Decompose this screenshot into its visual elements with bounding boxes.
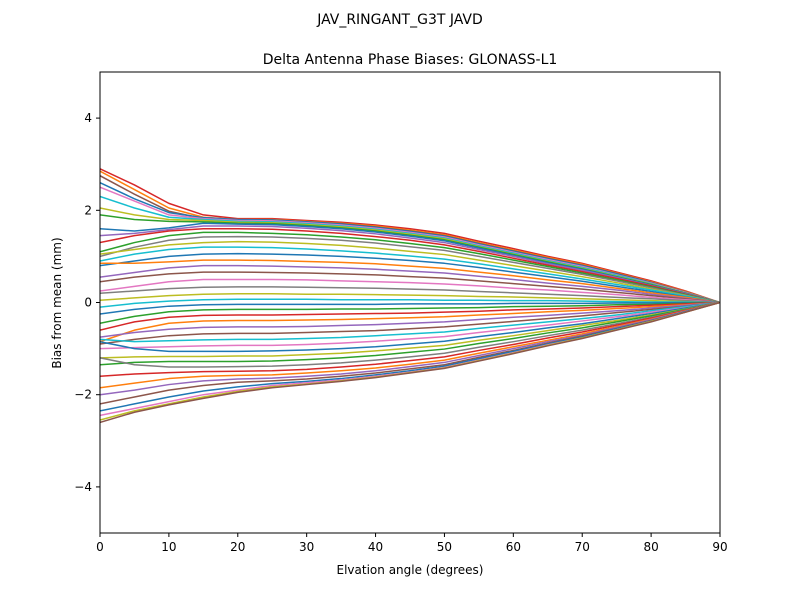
x-tick-label: 50 [437, 540, 452, 554]
series-line-18 [100, 264, 720, 304]
y-tick-label: −4 [74, 480, 92, 494]
series-line-40 [100, 301, 720, 412]
x-tick-label: 20 [230, 540, 245, 554]
series-line-32 [100, 301, 720, 353]
series-line-22 [100, 292, 720, 304]
series-line-27 [100, 301, 720, 343]
series-line-34 [100, 301, 720, 366]
y-axis: −4 −2 0 2 4 [74, 111, 100, 494]
x-tick-label: 90 [712, 540, 727, 554]
series-line-25 [100, 301, 720, 324]
series-line-6 [100, 195, 720, 304]
series-line-1 [100, 168, 720, 304]
series-line-33 [100, 301, 720, 359]
series-line-13 [100, 235, 720, 304]
series-line-28 [100, 301, 720, 338]
y-tick-label: −2 [74, 388, 92, 402]
series-line-15 [100, 246, 720, 304]
series-line-14 [100, 240, 720, 304]
series-line-38 [100, 301, 720, 396]
series-line-16 [100, 252, 720, 304]
series-line-12 [100, 231, 720, 304]
figure-suptitle: JAV_RINGANT_G3T JAVD [316, 12, 483, 28]
x-tick-label: 10 [161, 540, 176, 554]
series-line-4 [100, 181, 720, 304]
series-line-19 [100, 271, 720, 304]
series-line-29 [100, 301, 720, 345]
x-tick-label: 40 [368, 540, 383, 554]
y-tick-label: 4 [84, 111, 92, 125]
x-axis: 0 10 20 30 40 50 60 70 80 90 [96, 533, 728, 554]
y-axis-label: Bias from mean (mm) [50, 237, 64, 368]
series-line-35 [100, 301, 720, 368]
series-line-37 [100, 301, 720, 389]
x-tick-label: 80 [643, 540, 658, 554]
series-line-20 [100, 278, 720, 304]
x-axis-label: Elvation angle (degrees) [337, 563, 484, 577]
series-line-23 [100, 298, 720, 308]
y-tick-label: 0 [84, 296, 92, 310]
series-line-36 [100, 301, 720, 378]
series-line-31 [100, 301, 720, 350]
series-line-17 [100, 259, 720, 304]
series-layer [100, 168, 720, 424]
series-line-21 [100, 286, 720, 304]
chart-title: Delta Antenna Phase Biases: GLONASS-L1 [263, 52, 558, 68]
x-tick-label: 0 [96, 540, 104, 554]
series-line-26 [100, 301, 720, 331]
series-line-30 [100, 301, 720, 343]
x-tick-label: 60 [506, 540, 521, 554]
series-line-11 [100, 227, 720, 304]
x-tick-label: 30 [299, 540, 314, 554]
x-tick-label: 70 [575, 540, 590, 554]
y-tick-label: 2 [84, 203, 92, 217]
series-line-43 [100, 301, 720, 424]
series-line-10 [100, 225, 720, 304]
series-line-24 [100, 301, 720, 315]
